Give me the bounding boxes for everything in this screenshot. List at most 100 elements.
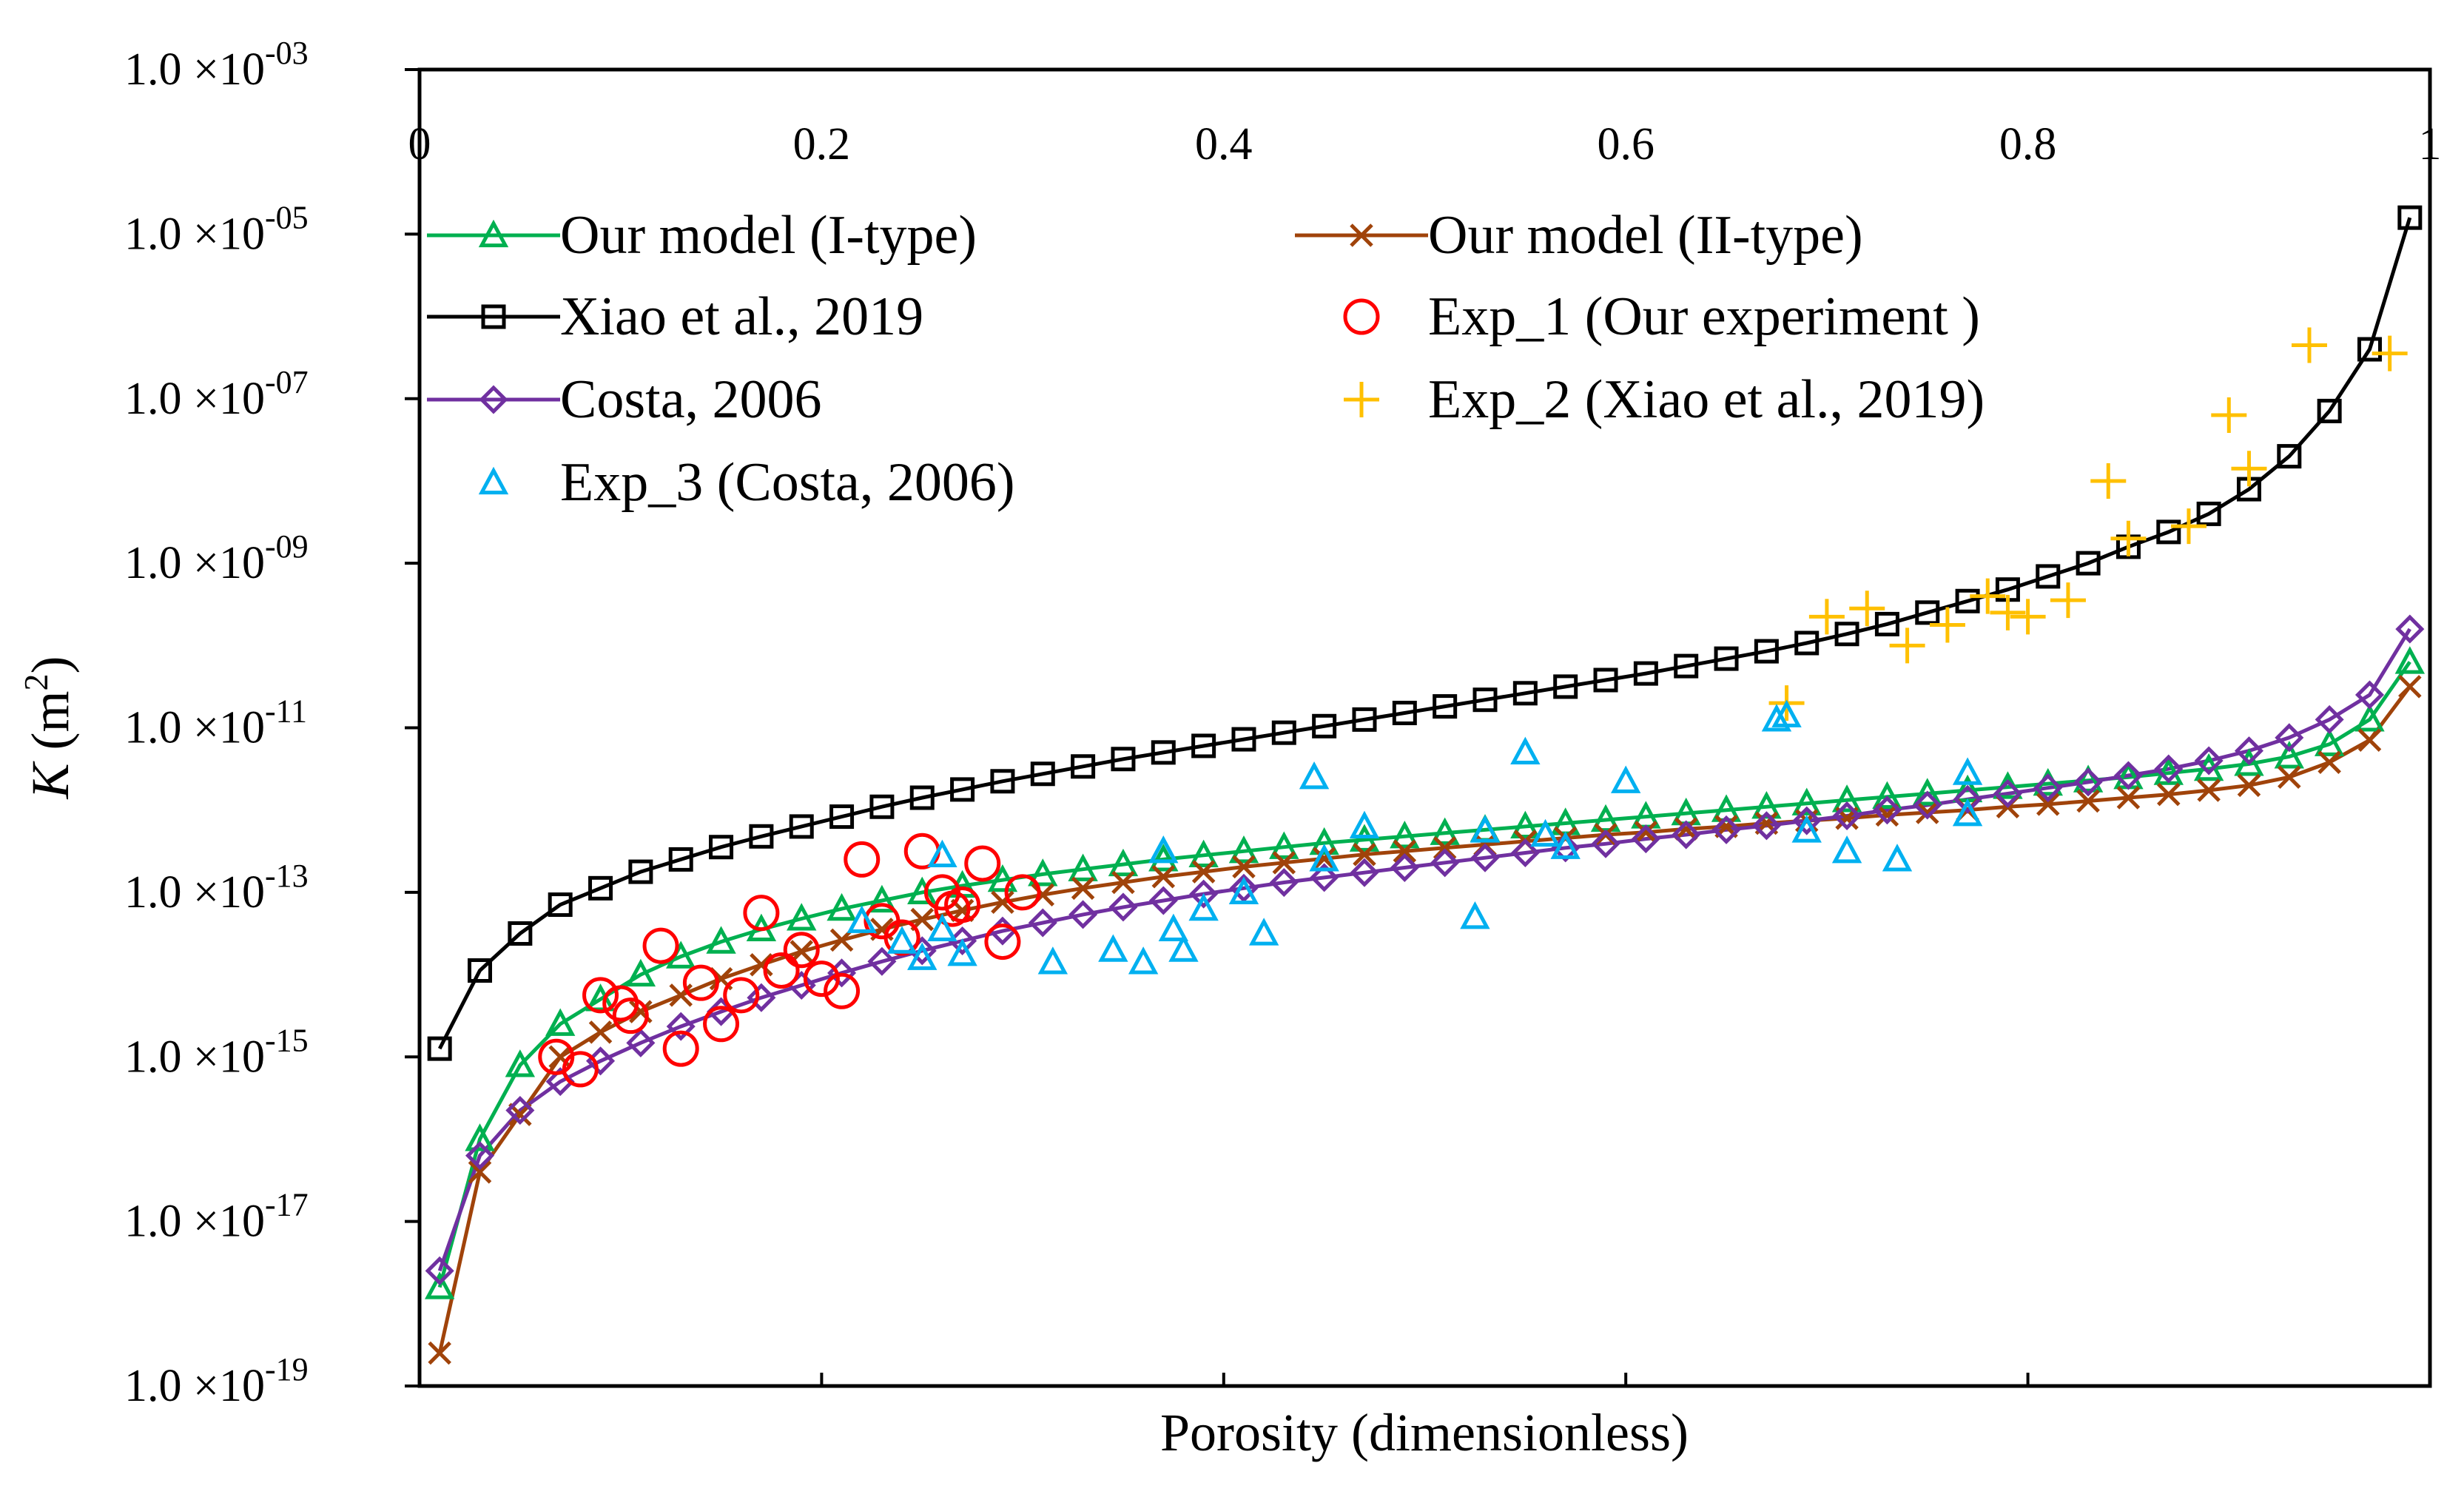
point-xiao-et-al-2019-27 — [1512, 681, 1538, 706]
point-exp-3-costa-2006-10 — [1158, 913, 1189, 942]
point-costa-2006-24 — [1390, 852, 1419, 883]
point-exp-3-costa-2006-27 — [1831, 835, 1862, 864]
legend-label: Exp_2 (Xiao et al., 2019) — [1428, 369, 1985, 430]
point-our-model-ii-type-4 — [588, 1020, 613, 1044]
x-tick-label: 0.4 — [1195, 119, 1253, 169]
legend-marker — [1344, 382, 1379, 417]
point-costa-2006-6 — [666, 1012, 696, 1041]
point-xiao-et-al-2019-36 — [1874, 611, 1899, 636]
point-costa-2006-1 — [465, 1141, 495, 1171]
point-costa-2006-46 — [2275, 723, 2304, 753]
point-exp-3-costa-2006-5 — [947, 938, 977, 966]
point-our-model-ii-type-42 — [2116, 786, 2141, 810]
point-exp-1-our-experiment-2 — [582, 977, 619, 1014]
point-our-model-i-type-3 — [545, 1008, 576, 1036]
point-our-model-ii-type-10 — [829, 928, 854, 952]
point-our-model-ii-type-37 — [1915, 801, 1939, 824]
legend-marker — [478, 219, 509, 248]
point-our-model-i-type-35 — [1831, 784, 1862, 813]
point-exp-3-costa-2006-14 — [1248, 918, 1279, 946]
point-our-model-i-type-15 — [1028, 858, 1058, 887]
point-our-model-i-type-19 — [1188, 839, 1219, 867]
series-exp-3-costa-2006 — [846, 699, 1983, 975]
point-xiao-et-al-2019-33 — [1754, 639, 1779, 664]
point-our-model-i-type-47 — [2314, 728, 2345, 756]
legend-item-our-model-i-type: Our model (I-type) — [427, 205, 977, 266]
legend-marker — [481, 304, 506, 329]
point-costa-2006-26 — [1470, 843, 1500, 872]
legend-label: Costa, 2006 — [560, 369, 822, 430]
y-axis-unit-close: ) — [21, 656, 80, 674]
point-our-model-ii-type-18 — [1151, 864, 1176, 889]
point-our-model-i-type-46 — [2274, 741, 2305, 769]
point-costa-2006-22 — [1310, 863, 1339, 892]
point-xiao-et-al-2019-22 — [1312, 713, 1337, 739]
point-our-model-i-type-37 — [1912, 778, 1942, 806]
point-exp-3-costa-2006-28 — [1882, 844, 1913, 872]
point-our-model-i-type-2 — [505, 1049, 536, 1077]
legend-marker — [1350, 223, 1373, 247]
legend-marker — [478, 466, 509, 495]
point-our-model-ii-type-47 — [2317, 750, 2341, 774]
point-exp-1-our-experiment-24 — [1004, 874, 1041, 911]
x-tick-label: 1 — [2419, 119, 2442, 169]
legend-marker — [479, 385, 508, 414]
point-xiao-et-al-2019-3 — [548, 892, 573, 918]
point-exp-2-xiao-et-al-2019-11 — [2170, 508, 2207, 545]
point-our-model-i-type-22 — [1309, 827, 1339, 855]
legend-item-exp-1-our-experiment: Exp_1 (Our experiment ) — [1343, 286, 1980, 347]
point-our-model-i-type-9 — [787, 903, 817, 931]
point-our-model-ii-type-22 — [1312, 847, 1336, 871]
y-tick-label: 1.0 ×10-09 — [124, 528, 309, 588]
point-costa-2006-40 — [2033, 773, 2063, 803]
y-axis-unit: (m — [21, 690, 80, 763]
point-costa-2006-45 — [2234, 736, 2264, 766]
point-our-model-i-type-48 — [2354, 704, 2385, 732]
point-exp-3-costa-2006-8 — [1128, 946, 1159, 975]
point-our-model-ii-type-45 — [2237, 773, 2261, 798]
point-exp-1-our-experiment-9 — [723, 977, 760, 1014]
point-costa-2006-15 — [1028, 908, 1057, 938]
point-costa-2006-21 — [1269, 867, 1299, 898]
point-exp-2-xiao-et-al-2019-15 — [2372, 335, 2408, 371]
series-exp-1-our-experiment — [538, 832, 1041, 1088]
point-exp-2-xiao-et-al-2019-12 — [2211, 397, 2247, 433]
point-exp-3-costa-2006-1 — [886, 926, 918, 954]
point-our-model-ii-type-8 — [750, 952, 773, 977]
point-xiao-et-al-2019-4 — [588, 875, 613, 901]
point-costa-2006-39 — [1993, 778, 2022, 808]
point-costa-2006-19 — [1189, 879, 1219, 909]
point-xiao-et-al-2019-9 — [789, 814, 814, 839]
point-xiao-et-al-2019-10 — [829, 804, 855, 830]
point-xiao-et-al-2019-2 — [508, 921, 533, 946]
point-exp-2-xiao-et-al-2019-9 — [2090, 462, 2127, 499]
point-exp-3-costa-2006-22 — [1550, 831, 1581, 859]
point-costa-2006-8 — [747, 983, 776, 1012]
y-tick-label: 1.0 ×10-15 — [124, 1022, 309, 1082]
point-costa-2006-2 — [505, 1095, 535, 1126]
point-our-model-ii-type-30 — [1634, 820, 1658, 844]
point-our-model-i-type-11 — [866, 884, 898, 913]
point-costa-2006-11 — [867, 946, 897, 976]
point-costa-2006-37 — [1913, 790, 1942, 820]
point-our-model-i-type-18 — [1148, 844, 1179, 872]
point-our-model-i-type-24 — [1390, 821, 1420, 849]
y-tick-label: 1.0 ×10-11 — [124, 693, 307, 753]
point-exp-3-costa-2006-17 — [1349, 810, 1380, 839]
point-costa-2006-36 — [1872, 795, 1902, 825]
y-tick-label: 1.0 ×10-03 — [124, 35, 309, 95]
point-costa-2006-43 — [2154, 754, 2184, 784]
point-our-model-ii-type-20 — [1232, 855, 1256, 879]
point-exp-3-costa-2006-23 — [1611, 765, 1641, 793]
point-our-model-ii-type-14 — [991, 890, 1014, 914]
point-xiao-et-al-2019-24 — [1392, 700, 1417, 725]
point-xiao-et-al-2019-34 — [1794, 630, 1820, 656]
point-our-model-i-type-34 — [1791, 787, 1822, 815]
point-costa-2006-41 — [2073, 767, 2103, 797]
point-costa-2006-31 — [1672, 820, 1701, 850]
legend-marker — [1343, 298, 1380, 335]
point-exp-3-costa-2006-24 — [1761, 704, 1792, 732]
y-tick-label: 1.0 ×10-13 — [124, 858, 309, 918]
point-xiao-et-al-2019-6 — [668, 847, 693, 872]
